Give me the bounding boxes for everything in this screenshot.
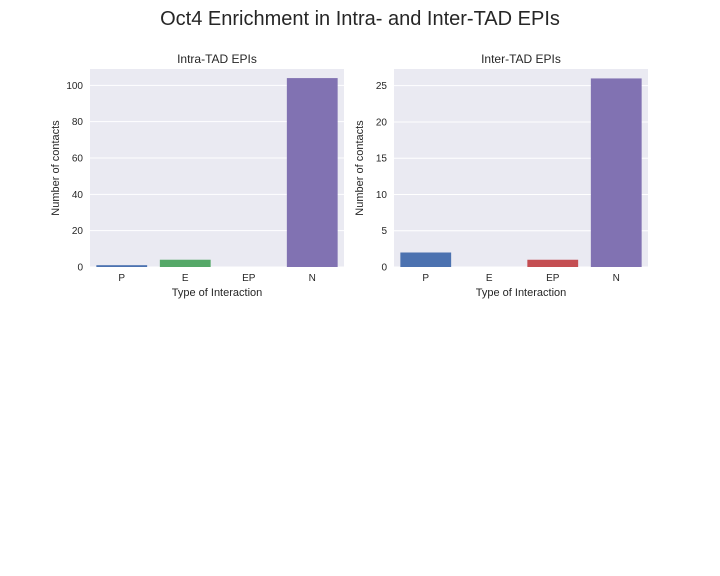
panel1-y-tick-label: 0 [77, 263, 83, 274]
panel2-x-tick-label: N [613, 273, 620, 284]
panel2-x-tick-label: E [486, 273, 493, 284]
panel2-y-tick-label: 10 [376, 190, 388, 201]
panel2-bar-n [590, 78, 642, 267]
panel1-y-tick-label: 60 [72, 154, 84, 165]
panel1-x-axis-label: Type of Interaction [172, 287, 263, 299]
panel1-title: Intra-TAD EPIs [177, 52, 257, 66]
panel2-bar-ep [527, 259, 579, 267]
panel1-x-tick-label: E [182, 273, 189, 284]
panel2-y-tick-label: 25 [376, 81, 388, 92]
panel1-y-tick-label: 80 [72, 117, 84, 128]
panel2-x-tick-label: EP [546, 273, 560, 284]
panel1-x-tick-label: EP [242, 273, 256, 284]
panel1-y-tick-label: 20 [72, 226, 84, 237]
panel2-y-tick-label: 20 [376, 117, 388, 128]
figure-title: Oct4 Enrichment in Intra- and Inter-TAD … [160, 8, 560, 30]
panel1-y-tick-label: 100 [66, 81, 83, 92]
panel1-bar-e [159, 259, 211, 267]
panel1-x-tick-label: N [309, 273, 316, 284]
panel2-y-tick-label: 5 [381, 226, 387, 237]
panel2-y-axis-label: Number of contacts [354, 120, 366, 216]
panel2-title: Inter-TAD EPIs [481, 52, 561, 66]
panel1-bar-n [286, 78, 338, 267]
panel2-x-axis-label: Type of Interaction [476, 287, 567, 299]
panel1-x-tick-label: P [118, 273, 125, 284]
panel2-y-tick-label: 15 [376, 154, 388, 165]
panel2-y-tick-label: 0 [381, 263, 387, 274]
panel2-x-tick-label: P [422, 273, 429, 284]
panel1-y-axis-label: Number of contacts [50, 120, 62, 216]
panel1-y-tick-label: 40 [72, 190, 84, 201]
panel2-bar-p [400, 252, 452, 267]
panel1-bar-p [96, 265, 148, 267]
